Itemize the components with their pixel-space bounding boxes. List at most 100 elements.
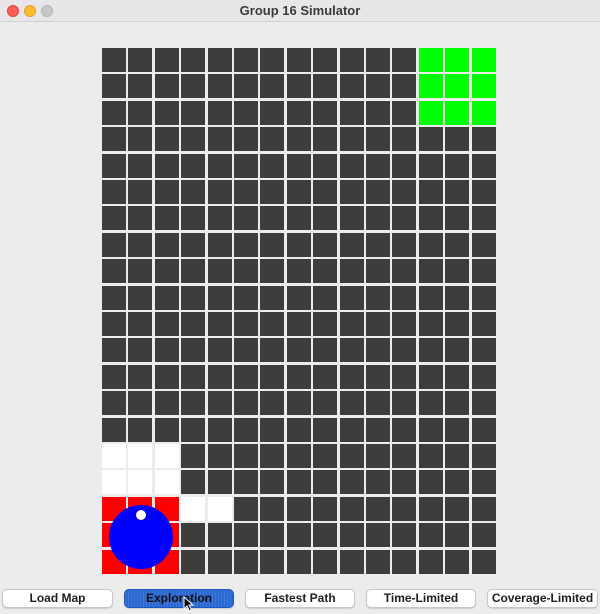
grid-cell-unexplored [445,338,470,363]
grid-cell-unexplored [234,496,258,521]
grid-cell-unexplored [392,259,417,284]
grid-cell-goal-zone [471,100,496,125]
grid-cell-goal-zone [471,74,496,99]
grid-cell-unexplored [260,259,285,284]
grid-cell-goal-zone [445,48,470,72]
grid-cell-goal-zone [418,100,443,125]
grid-cell-unexplored [128,364,153,389]
grid-cell-unexplored [286,48,311,72]
grid-cell-unexplored [339,549,364,574]
grid-cell-unexplored [418,153,443,178]
grid-cell-unexplored [366,549,390,574]
grid-cell-unexplored [445,312,470,336]
grid-cell-unexplored [313,285,338,310]
grid-cell-unexplored [154,206,179,231]
grid-cell-goal-zone [471,48,496,72]
grid-cell-unexplored [339,417,364,442]
grid-cell-unexplored [207,470,232,495]
grid-cell-unexplored [471,496,496,521]
grid-cell-unexplored [366,153,390,178]
coverage-limited-button[interactable]: Coverage-Limited [487,589,598,608]
grid-cell-unexplored [181,417,206,442]
grid-cell-explored [181,496,206,521]
grid-cell-unexplored [286,417,311,442]
grid-cell-unexplored [102,206,126,231]
robot [108,505,173,570]
grid-cell-unexplored [339,206,364,231]
grid-cell-unexplored [260,523,285,548]
grid-cell-unexplored [181,74,206,99]
exploration-button[interactable]: Exploration [124,589,234,608]
time-limited-button[interactable]: Time-Limited [366,589,476,608]
grid-cell-unexplored [313,180,338,204]
grid-cell-unexplored [234,232,258,257]
grid-cell-unexplored [260,364,285,389]
control-button-bar: Load Map Exploration Fastest Path Time-L… [0,589,600,609]
grid-cell-unexplored [154,180,179,204]
grid-cell-unexplored [339,232,364,257]
arena-grid [102,48,498,576]
grid-cell-unexplored [154,391,179,416]
grid-cell-unexplored [181,444,206,468]
grid-cell-unexplored [207,206,232,231]
grid-cell-unexplored [313,206,338,231]
grid-cell-unexplored [418,312,443,336]
grid-cell-unexplored [260,153,285,178]
grid-cell-unexplored [418,364,443,389]
grid-cell-unexplored [392,496,417,521]
grid-cell-unexplored [181,48,206,72]
grid-cell-unexplored [154,417,179,442]
grid-cell-unexplored [313,74,338,99]
grid-cell-unexplored [181,549,206,574]
grid-cell-unexplored [207,127,232,152]
fastest-path-button[interactable]: Fastest Path [245,589,355,608]
grid-cell-unexplored [471,391,496,416]
grid-cell-unexplored [102,338,126,363]
grid-cell-unexplored [418,470,443,495]
grid-cell-unexplored [234,364,258,389]
grid-cell-unexplored [339,338,364,363]
grid-cell-unexplored [471,523,496,548]
grid-cell-unexplored [445,180,470,204]
grid-cell-unexplored [392,391,417,416]
grid-cell-unexplored [418,127,443,152]
grid-cell-unexplored [286,523,311,548]
grid-cell-unexplored [313,470,338,495]
grid-cell-unexplored [339,127,364,152]
grid-cell-unexplored [181,206,206,231]
load-map-button[interactable]: Load Map [2,589,113,608]
grid-cell-unexplored [392,417,417,442]
grid-cell-unexplored [313,364,338,389]
grid-cell-unexplored [207,74,232,99]
grid-cell-unexplored [207,153,232,178]
grid-cell-unexplored [207,391,232,416]
grid-cell-unexplored [260,338,285,363]
close-window-button[interactable] [7,5,19,17]
grid-cell-unexplored [445,285,470,310]
zoom-window-button[interactable] [41,5,53,17]
grid-cell-unexplored [418,444,443,468]
grid-cell-unexplored [313,523,338,548]
grid-cell-unexplored [339,496,364,521]
grid-cell-unexplored [471,232,496,257]
grid-cell-unexplored [392,523,417,548]
grid-cell-unexplored [471,180,496,204]
minimize-window-button[interactable] [24,5,36,17]
grid-cell-unexplored [286,100,311,125]
grid-cell-unexplored [207,338,232,363]
grid-cell-explored [102,444,126,468]
grid-cell-unexplored [339,444,364,468]
grid-cell-unexplored [260,48,285,72]
grid-cell-unexplored [313,232,338,257]
grid-cell-unexplored [392,100,417,125]
grid-cell-unexplored [392,127,417,152]
grid-cell-unexplored [392,74,417,99]
mouse-pointer-icon [183,596,195,612]
grid-cell-unexplored [154,338,179,363]
grid-cell-unexplored [366,232,390,257]
grid-cell-unexplored [445,232,470,257]
grid-cell-unexplored [445,391,470,416]
grid-cell-unexplored [181,153,206,178]
grid-cell-unexplored [207,549,232,574]
grid-cell-explored [128,444,153,468]
